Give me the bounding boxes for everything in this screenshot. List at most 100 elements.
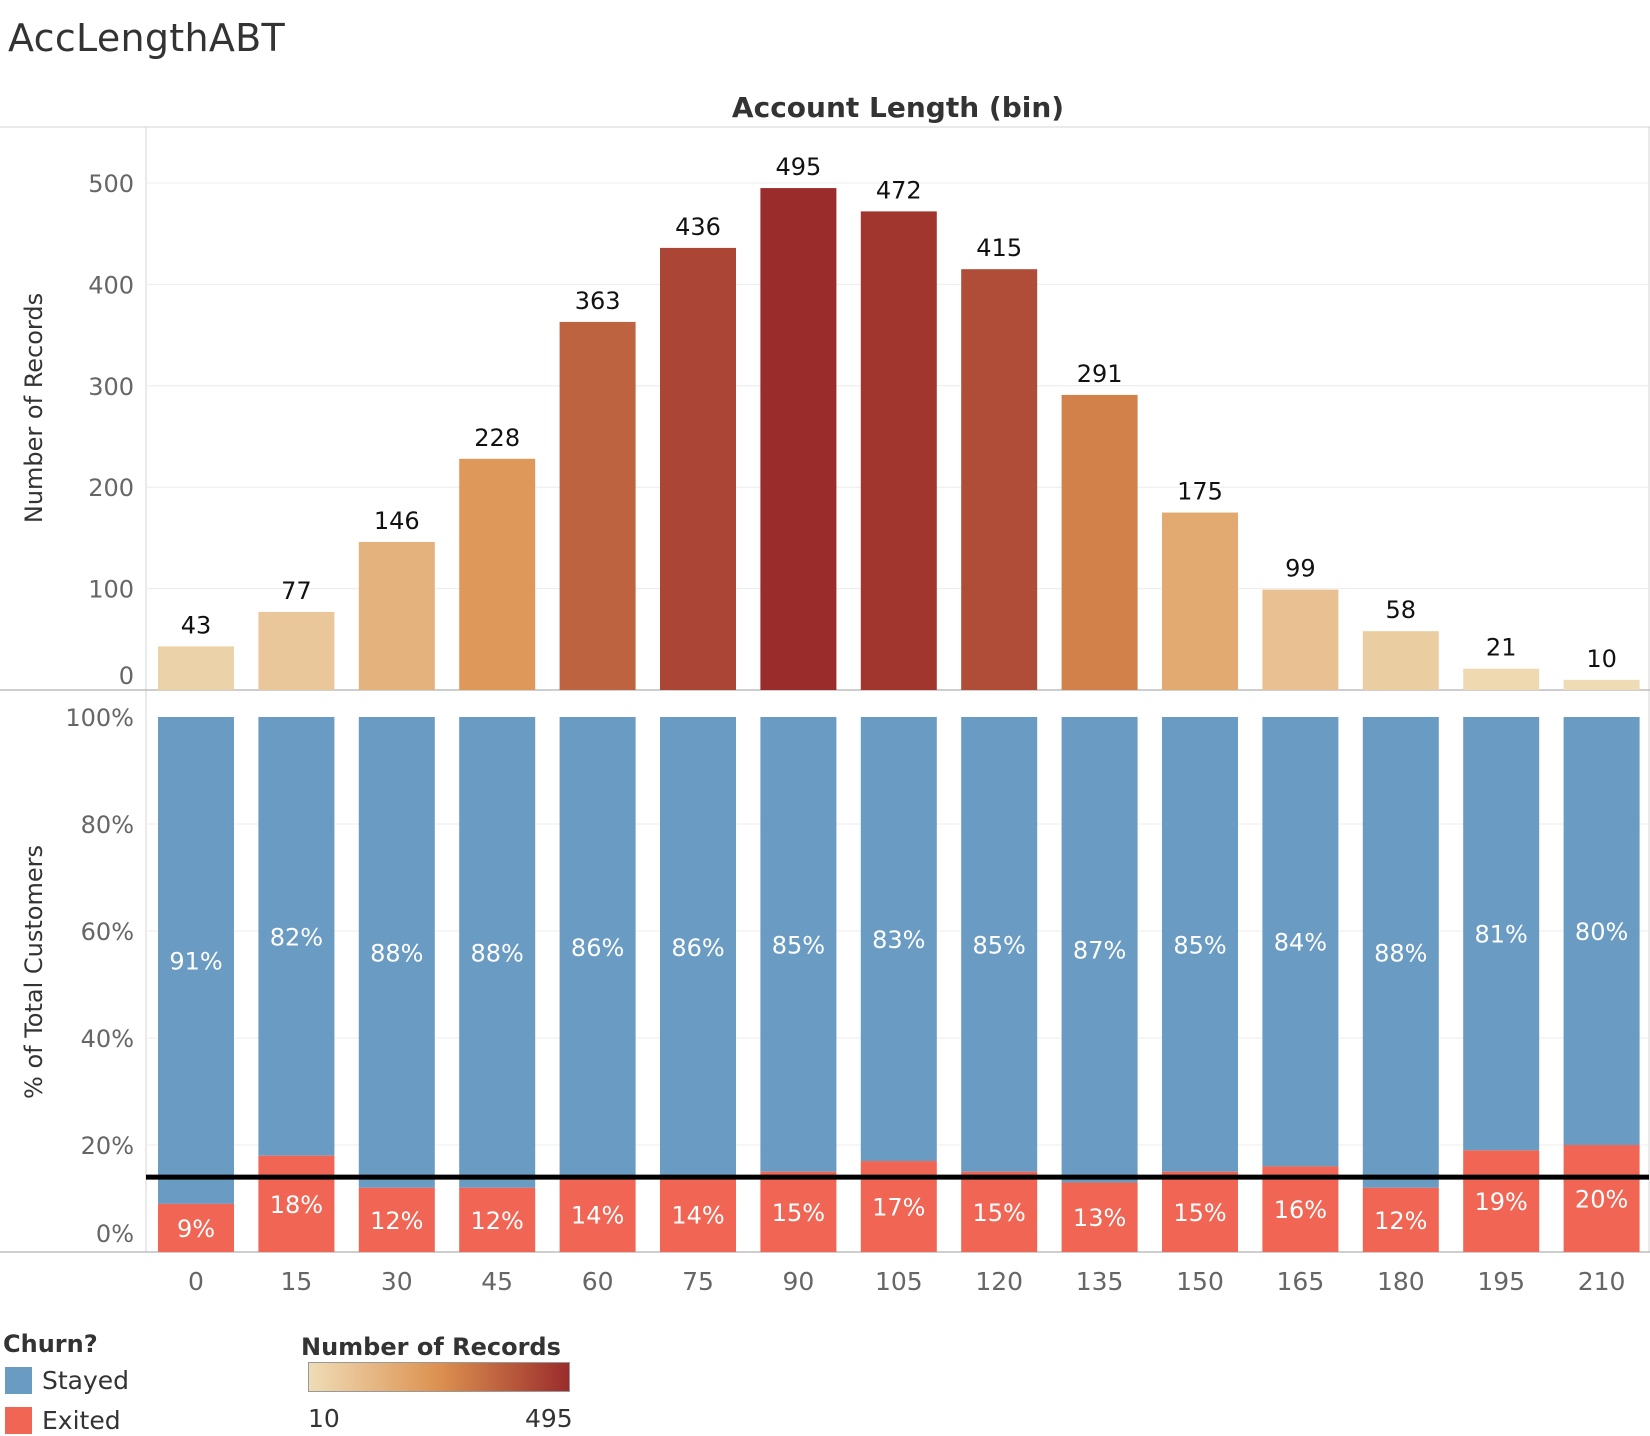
records-legend-max: 495 <box>525 1404 573 1433</box>
stayed-bar <box>1362 717 1439 1188</box>
exited-data-label: 15% <box>973 1199 1026 1227</box>
stayed-data-label: 85% <box>1173 931 1226 959</box>
legend-label-exited: Exited <box>42 1406 121 1435</box>
exited-data-label: 14% <box>671 1202 724 1230</box>
exited-data-label: 15% <box>772 1199 825 1227</box>
records-tick-label: 0 <box>119 662 134 690</box>
records-bar <box>258 611 335 690</box>
churn-legend-title: Churn? <box>3 1330 98 1358</box>
records-data-label: 77 <box>281 577 312 605</box>
exited-swatch <box>5 1407 32 1434</box>
stayed-bar <box>860 717 937 1162</box>
x-tick-label: 75 <box>682 1267 714 1296</box>
records-tick-label: 100 <box>88 576 134 604</box>
exited-data-label: 20% <box>1575 1186 1628 1214</box>
stayed-data-label: 85% <box>973 931 1026 959</box>
records-data-label: 363 <box>575 287 621 315</box>
legend-label-stayed: Stayed <box>42 1366 130 1395</box>
exited-data-label: 12% <box>471 1207 524 1235</box>
records-bar <box>860 211 937 690</box>
records-y-axis: 0 100 200 300 400 500 <box>88 170 134 690</box>
records-data-label: 228 <box>474 424 520 452</box>
exited-data-label: 9% <box>177 1215 215 1243</box>
stayed-data-label: 88% <box>1374 939 1427 967</box>
exited-bar <box>258 1155 335 1252</box>
percent-tick-label: 0% <box>96 1220 134 1248</box>
records-bar <box>158 646 234 690</box>
stayed-data-label: 87% <box>1073 937 1126 965</box>
exited-bar <box>961 1171 1038 1252</box>
x-tick-label: 30 <box>381 1267 413 1296</box>
records-data-label: 495 <box>775 153 821 181</box>
stayed-data-label: 80% <box>1575 918 1628 946</box>
records-bar <box>961 269 1038 690</box>
exited-data-label: 12% <box>370 1207 423 1235</box>
stayed-data-label: 83% <box>872 926 925 954</box>
records-bar <box>1262 589 1339 690</box>
x-tick-label: 90 <box>782 1267 814 1296</box>
exited-bar <box>760 1171 837 1252</box>
sheet-title: AccLengthABT <box>8 16 286 60</box>
stayed-bar <box>1463 717 1540 1151</box>
x-tick-label: 165 <box>1277 1267 1325 1296</box>
stayed-bar <box>961 717 1038 1172</box>
records-bar <box>760 188 837 690</box>
x-tick-label: 135 <box>1076 1267 1124 1296</box>
records-data-label: 43 <box>181 611 212 639</box>
records-bar <box>358 541 435 690</box>
records-bars: 43 77 146 228 363 436 495 472 415 291 175 99 58 21 10 <box>158 153 1640 690</box>
records-tick-label: 400 <box>88 271 134 299</box>
chart-area: Account Length (bin) 43 77 146 228 363 436 495… <box>0 91 1650 1296</box>
records-data-label: 415 <box>976 234 1022 262</box>
records-bar <box>559 321 636 690</box>
exited-bar <box>1463 1150 1540 1252</box>
x-axis-title: Account Length (bin) <box>732 91 1064 124</box>
records-bar <box>1563 679 1640 690</box>
stayed-swatch <box>5 1367 32 1394</box>
records-bar <box>660 247 736 690</box>
x-tick-label: 150 <box>1176 1267 1224 1296</box>
churn-stacked-bars: 91% 9% 82% 18% 88% 12% 88% 12% 86% 14% 86% 14% 85% 15… <box>158 717 1640 1252</box>
exited-bar <box>1362 1187 1439 1252</box>
stayed-bar <box>1563 717 1640 1145</box>
x-tick-label: 195 <box>1477 1267 1525 1296</box>
stayed-bar <box>1061 717 1138 1183</box>
percent-y-axis: 0% 20% 40% 60% 80% 100% <box>65 704 134 1248</box>
exited-bar <box>660 1177 736 1252</box>
x-tick-label: 0 <box>188 1267 204 1296</box>
records-bar <box>459 458 536 690</box>
records-data-label: 21 <box>1486 634 1517 662</box>
exited-bar <box>559 1177 636 1252</box>
records-bar <box>1463 668 1540 690</box>
stayed-data-label: 82% <box>270 923 323 951</box>
exited-bar <box>158 1203 234 1252</box>
records-legend-min: 10 <box>308 1404 340 1433</box>
x-tick-label: 120 <box>975 1267 1023 1296</box>
exited-bar <box>1563 1145 1640 1252</box>
exited-data-label: 13% <box>1073 1204 1126 1232</box>
stayed-data-label: 91% <box>169 947 222 975</box>
x-tick-label: 15 <box>280 1267 312 1296</box>
records-tick-label: 300 <box>88 373 134 401</box>
records-tick-label: 500 <box>88 170 134 198</box>
exited-bar <box>1061 1182 1138 1252</box>
records-data-label: 58 <box>1386 596 1417 624</box>
exited-bar <box>1262 1166 1339 1252</box>
records-data-label: 291 <box>1077 360 1123 388</box>
legend-item-stayed[interactable]: Stayed <box>5 1366 129 1395</box>
records-color-gradient <box>308 1362 570 1392</box>
records-bar <box>1061 394 1138 690</box>
records-data-label: 436 <box>675 213 721 241</box>
exited-bar <box>1162 1171 1238 1252</box>
percent-y-axis-title: % of Total Customers <box>20 845 48 1099</box>
x-tick-label: 105 <box>875 1267 923 1296</box>
stayed-data-label: 81% <box>1475 921 1528 949</box>
exited-data-label: 19% <box>1475 1188 1528 1216</box>
stayed-bar <box>459 717 536 1188</box>
records-data-label: 146 <box>374 507 420 535</box>
x-tick-label: 60 <box>582 1267 614 1296</box>
records-data-label: 99 <box>1285 555 1316 583</box>
records-tick-label: 200 <box>88 474 134 502</box>
exited-data-label: 17% <box>872 1194 925 1222</box>
legend-item-exited[interactable]: Exited <box>5 1406 121 1435</box>
